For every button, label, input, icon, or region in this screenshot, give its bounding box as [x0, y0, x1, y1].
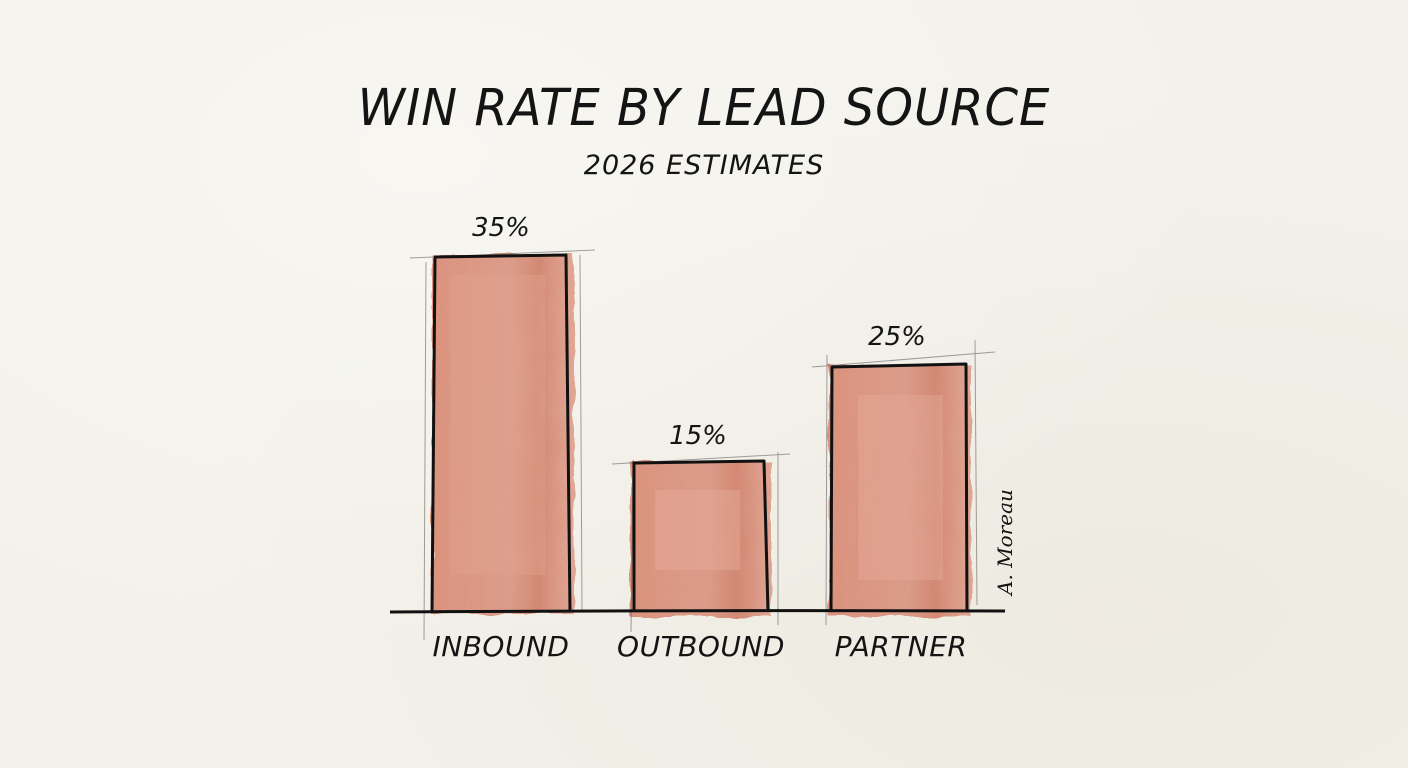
- value-label-inbound: 35%: [472, 213, 530, 243]
- category-label-outbound: OUTBOUND: [617, 630, 785, 663]
- value-label-outbound: 15%: [669, 421, 727, 451]
- category-label-inbound: INBOUND: [432, 630, 570, 663]
- value-label-partner: 25%: [868, 322, 926, 352]
- artist-signature: A. Moreau: [993, 489, 1017, 595]
- x-axis-baseline: [389, 609, 1006, 614]
- bar-partner: [811, 339, 996, 626]
- bar-inbound: [409, 249, 596, 641]
- category-label-partner: PARTNER: [834, 630, 968, 663]
- chart-subtitle: 2026 ESTIMATES: [583, 150, 825, 181]
- bar-outbound: [611, 452, 791, 633]
- chart-title: WIN RATE BY LEAD SOURCE: [357, 78, 1051, 138]
